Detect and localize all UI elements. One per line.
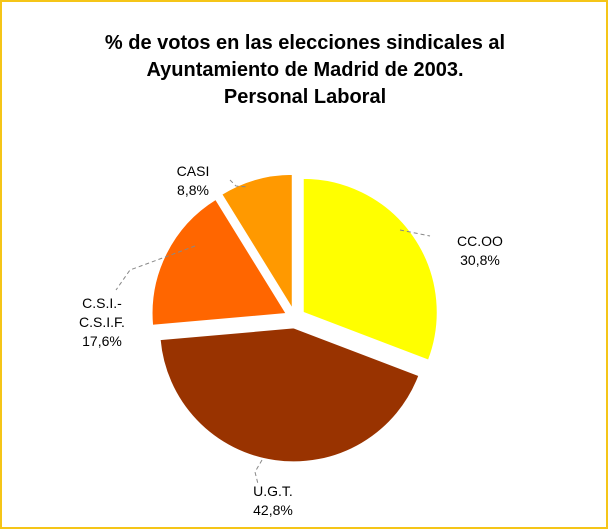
leader-line-csi: [115, 245, 196, 291]
chart-title-line-3: Personal Laboral: [223, 86, 387, 108]
slice-name-ugt: U.G.T.: [253, 483, 293, 499]
slice-value-csi: 17,6%: [82, 333, 122, 349]
pie-slice-ccoo: [302, 177, 438, 361]
slice-label-casi: CASI 8,8%: [158, 162, 228, 200]
slice-label-ugt: U.G.T. 42,8%: [238, 482, 308, 520]
leader-line-ccoo: [399, 229, 431, 237]
slice-name-ccoo: CC.OO: [457, 233, 503, 249]
pie-slice-casi: [221, 173, 293, 311]
slice-name-csi-line-2: C.S.I.F.: [79, 314, 125, 330]
chart-title-line-2: Ayuntamiento de Madrid de 2003.: [146, 59, 464, 81]
slice-label-ccoo: CC.OO 30,8%: [440, 232, 520, 270]
slice-value-casi: 8,8%: [177, 182, 209, 198]
leader-line-casi: [229, 179, 249, 188]
slice-value-ugt: 42,8%: [253, 502, 293, 518]
slice-label-csi: C.S.I.- C.S.I.F. 17,6%: [62, 294, 142, 351]
chart-title: % de votos en las elecciones sindicales …: [40, 30, 570, 111]
pie-slice-ugt: [159, 327, 420, 463]
slice-value-ccoo: 30,8%: [460, 252, 500, 268]
title-clip-mask: [538, 34, 558, 64]
leader-line-ugt: [254, 459, 263, 485]
chart-title-line-1: % de votos en las elecciones sindicales …: [104, 32, 506, 54]
slice-name-csi-line-1: C.S.I.-: [82, 295, 122, 311]
slice-name-casi: CASI: [176, 163, 210, 179]
pie-slice-csi: [151, 198, 287, 326]
